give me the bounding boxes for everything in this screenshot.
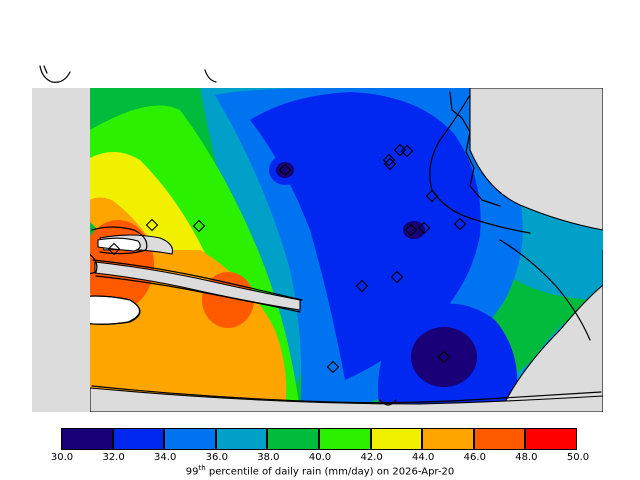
coastline-northwest-arm — [90, 253, 98, 275]
diamond-marker — [453, 217, 467, 231]
contour-map — [32, 65, 603, 412]
sketch-arc-center — [204, 69, 217, 83]
diamond-marker — [326, 360, 340, 374]
diamond-marker — [400, 144, 414, 158]
station-marker-group — [107, 143, 467, 374]
diamond-marker — [355, 279, 369, 293]
colorbar: 30.0 32.0 34.0 36.0 38.0 40.0 42.0 44.0 46.0 48.0… — [0, 424, 640, 480]
colorbar-tick-34-0: 34.0 — [154, 452, 177, 463]
diamond-marker — [404, 223, 418, 237]
coastline-southern-notch — [379, 399, 397, 406]
diamond-marker — [390, 270, 404, 284]
colorbar-band-7 — [422, 428, 474, 450]
coastline-sketch-above-plot — [39, 65, 217, 83]
land-northeast-strait — [469, 88, 603, 231]
colorbar-band-1 — [112, 428, 165, 450]
coastline-central-inlet-north — [92, 259, 303, 301]
colorbar-band-9 — [525, 428, 577, 450]
colorbar-tick-36-0: 36.0 — [205, 452, 228, 463]
contour-band-32-34 — [250, 92, 481, 380]
contour-pocket-30-32-southeast — [411, 327, 477, 387]
diamond-marker — [382, 153, 396, 167]
colorbar-band-6 — [370, 428, 423, 450]
diamond-marker — [417, 221, 431, 235]
coastline-west-peninsula — [91, 226, 148, 255]
colorbar-tick-30-0: 30.0 — [50, 452, 74, 463]
contour-fill-group — [90, 88, 603, 412]
diamond-marker — [107, 242, 121, 256]
colorbar-tick-46-0: 46.0 — [463, 452, 486, 463]
diamond-marker — [192, 219, 206, 233]
diamond-marker — [425, 189, 439, 203]
colorbar-tick-42-0: 42.0 — [360, 452, 383, 463]
land-central-inlet — [94, 261, 301, 311]
contour-map-svg — [32, 65, 603, 412]
coastline-island-west — [90, 295, 141, 325]
colorbar-band-4 — [267, 428, 319, 450]
colorbar-band-2 — [164, 428, 216, 450]
sketch-arc-left — [39, 65, 71, 83]
colorbar-caption: 99th percentile of daily rain (mm/day) o… — [185, 464, 455, 478]
coastline-group — [90, 91, 602, 406]
diamond-marker — [383, 157, 397, 171]
coastline-east-bay — [499, 239, 591, 341]
diamond-marker — [145, 218, 159, 232]
colorbar-band-3 — [215, 428, 268, 450]
colorbar-tick-40-0: 40.0 — [308, 452, 332, 463]
coastline-central-inlet-south — [95, 275, 301, 313]
island-northwest-small — [97, 237, 141, 252]
colorbar-bands — [61, 428, 578, 450]
coastline-south-main — [91, 385, 602, 404]
land-mask-group — [90, 88, 603, 412]
colorbar-tick-38-0: 38.0 — [257, 452, 280, 463]
diamond-marker — [278, 163, 292, 177]
colorbar-tick-48-0: 48.0 — [515, 452, 538, 463]
island-group — [90, 237, 141, 325]
colorbar-band-0 — [61, 428, 113, 450]
colorbar-band-5 — [319, 428, 371, 450]
coastline-northeast-cape — [449, 91, 501, 207]
contour-pocket-30-32-east — [403, 221, 425, 239]
colorbar-band-8 — [473, 428, 526, 450]
colorbar-tick-32-0: 32.0 — [102, 452, 125, 463]
diamond-marker — [437, 350, 451, 364]
contour-pocket-30-32-north — [276, 162, 294, 178]
colorbar-tick-50-0: 50.0 — [566, 452, 590, 463]
colorbar-tick-44-0: 44.0 — [412, 452, 435, 463]
land-south-coast — [90, 387, 603, 412]
sketch-tick-left — [43, 65, 48, 74]
